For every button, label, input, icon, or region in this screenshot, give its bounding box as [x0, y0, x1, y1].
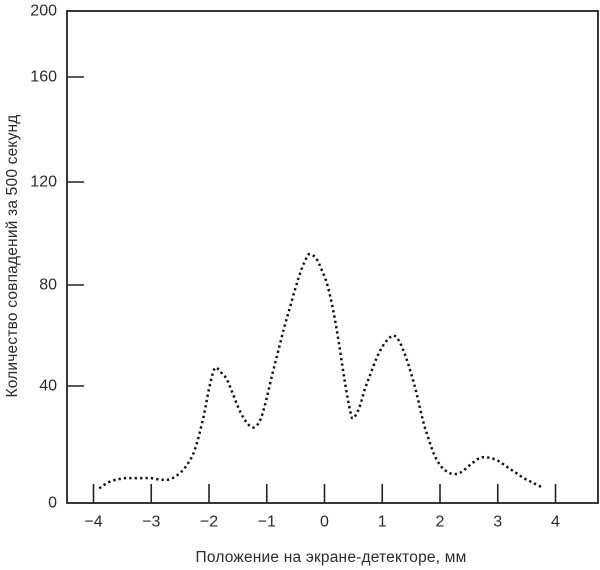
x-tick-label: −4 [84, 514, 102, 531]
y-tick-label: 200 [30, 3, 57, 20]
x-tick-label: −3 [142, 514, 160, 531]
x-tick-label: 0 [320, 514, 329, 531]
x-tick-label: −2 [200, 514, 218, 531]
x-tick-label: 3 [493, 514, 502, 531]
y-tick-label: 120 [30, 174, 57, 191]
x-tick-label: −1 [258, 514, 276, 531]
y-tick-label: 40 [39, 378, 57, 395]
coincidence-counts-curve [98, 252, 542, 490]
x-tick-label: 2 [436, 514, 445, 531]
plot-frame [66, 10, 599, 504]
y-tick-label: 0 [48, 495, 57, 512]
x-tick-label: 1 [378, 514, 387, 531]
x-tick-label: 4 [551, 514, 560, 531]
y-tick-label: 160 [30, 69, 57, 86]
y-tick-label: 80 [39, 277, 57, 294]
y-axis-title: Количество совпадений за 500 секунд [4, 114, 21, 398]
x-axis-title: Положение на экране-детекторе, мм [195, 549, 467, 566]
